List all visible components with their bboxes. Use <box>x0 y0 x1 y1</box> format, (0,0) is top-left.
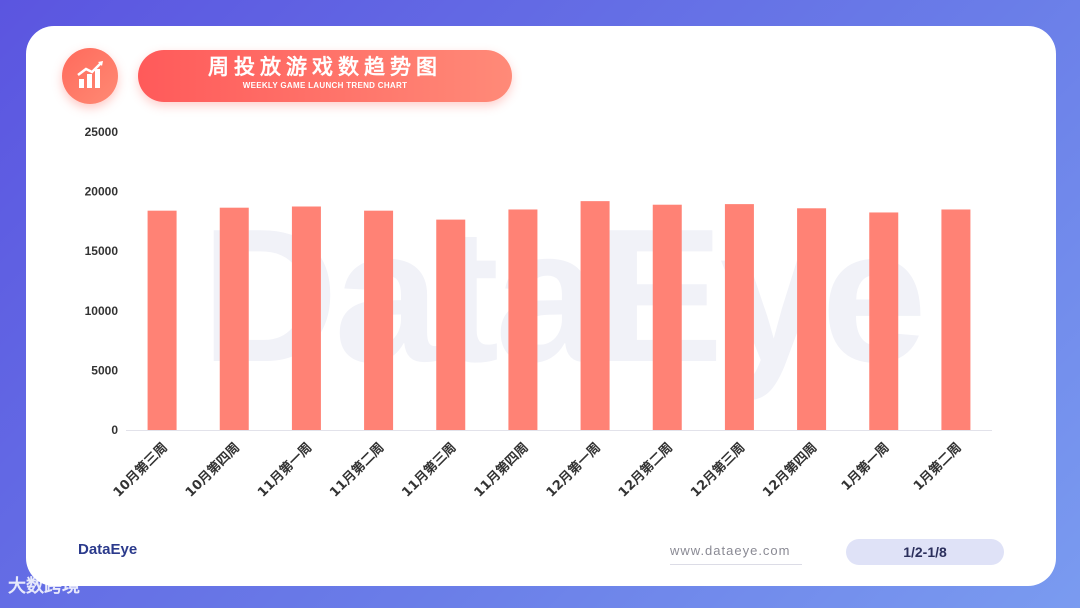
x-tick-label: 11月第二周 <box>327 440 388 501</box>
x-tick-label: 11月第一周 <box>254 440 315 501</box>
x-tick-label: 1月第二周 <box>910 440 964 494</box>
x-tick-label: 11月第四周 <box>471 440 532 501</box>
y-tick-label: 15000 <box>85 244 119 258</box>
y-tick-label: 5000 <box>91 363 118 377</box>
x-tick-label: 12月第三周 <box>687 440 748 501</box>
x-tick-label: 1月第一周 <box>838 440 892 494</box>
date-range-badge: 1/2-1/8 <box>846 539 1004 565</box>
x-tick-label: 10月第三周 <box>110 440 171 501</box>
bar <box>219 207 249 430</box>
bar <box>580 201 610 430</box>
source-mark: 大数跨境 <box>8 576 80 597</box>
bar-chart-trend-icon <box>62 48 118 104</box>
x-tick-label: 10月第四周 <box>182 440 243 501</box>
y-axis: 0 5000 10000 15000 20000 25000 <box>85 125 119 437</box>
bar <box>147 210 177 430</box>
y-tick-label: 10000 <box>85 304 119 318</box>
x-tick-label: 11月第三周 <box>399 440 460 501</box>
x-tick-label: 12月第二周 <box>615 440 676 501</box>
x-tick-label: 12月第四周 <box>760 440 821 501</box>
bar <box>508 209 538 430</box>
y-tick-label: 20000 <box>85 185 119 199</box>
bar <box>941 209 971 430</box>
website-text: www.dataeye.com <box>670 543 791 558</box>
page-title: 周投放游戏数趋势图 <box>208 55 442 79</box>
title-banner: 周投放游戏数趋势图 WEEKLY GAME LAUNCH TREND CHART <box>138 50 512 102</box>
x-tick-label: 12月第一周 <box>543 440 604 501</box>
bar <box>724 204 754 430</box>
bar <box>291 206 321 430</box>
bar <box>364 210 394 430</box>
bar <box>436 219 466 430</box>
bar <box>652 204 682 430</box>
bar <box>797 208 827 430</box>
dataeye-logo: DataEye <box>78 541 138 558</box>
bar <box>869 212 899 430</box>
x-axis: 10月第三周 10月第四周 11月第一周 11月第二周 11月第三周 11月第四周 12月第… <box>110 440 965 501</box>
y-tick-label: 0 <box>111 423 118 437</box>
y-tick-label: 25000 <box>85 125 119 139</box>
page-subtitle: WEEKLY GAME LAUNCH TREND CHART <box>242 81 408 90</box>
website-underline <box>670 564 802 565</box>
bars <box>147 201 971 430</box>
